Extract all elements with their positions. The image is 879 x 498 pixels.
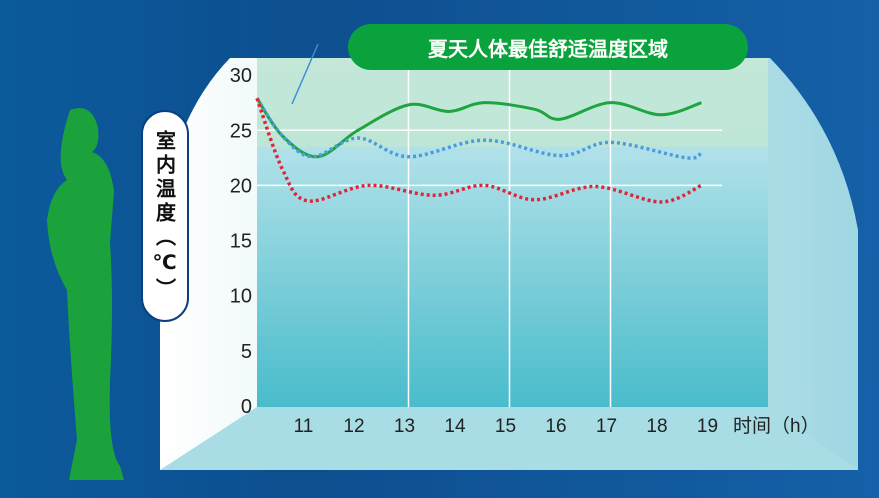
- comfort-zone: [257, 58, 768, 147]
- x-axis-label: 时间（h）: [733, 415, 820, 437]
- y-tick-label: 30: [230, 65, 252, 87]
- person-silhouette-icon: [47, 108, 124, 480]
- x-tick-label: 18: [646, 416, 667, 437]
- y-tick-label: 5: [241, 341, 252, 363]
- x-tick-label: 13: [394, 416, 415, 437]
- x-tick-label: 19: [697, 416, 718, 437]
- series-line-2: [255, 97, 703, 204]
- y-tick-label: 20: [230, 175, 252, 197]
- x-tick-label: 17: [596, 416, 617, 437]
- x-tick-label: 15: [495, 416, 516, 437]
- y-tick-label: 0: [241, 396, 252, 418]
- y-tick-label: 15: [230, 231, 252, 253]
- y-axis-label: 室内温度（℃）: [141, 110, 189, 322]
- chart-title: 夏天人体最佳舒适温度区域: [348, 24, 748, 70]
- series-line-1: [255, 97, 703, 160]
- y-tick-label: 25: [230, 120, 252, 142]
- x-tick-label: 14: [444, 416, 466, 437]
- room-floor: [160, 407, 858, 470]
- y-tick-label: 10: [230, 286, 252, 308]
- x-tick-label: 12: [343, 416, 364, 437]
- x-tick-label: 11: [294, 416, 314, 437]
- x-tick-label: 16: [545, 416, 566, 437]
- title-pointer: [291, 43, 319, 105]
